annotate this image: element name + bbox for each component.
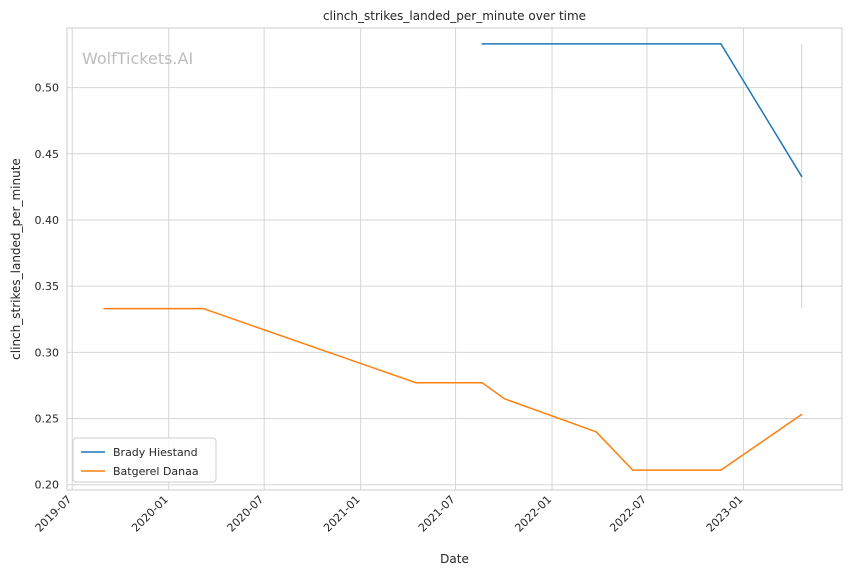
watermark: WolfTickets.AI	[82, 49, 193, 68]
data-point-batgerel-danaa	[720, 469, 722, 471]
y-tick-label: 0.35	[35, 280, 60, 293]
data-point-batgerel-danaa	[481, 381, 484, 384]
y-tick-label: 0.40	[35, 214, 60, 227]
grid	[67, 28, 842, 490]
y-tick-label: 0.45	[35, 148, 60, 161]
data-point-batgerel-danaa	[202, 307, 205, 310]
y-tick-label: 0.30	[35, 346, 60, 359]
data-point-brady-hiestand	[481, 43, 484, 45]
data-point-batgerel-danaa	[595, 430, 597, 433]
y-tick-label: 0.20	[35, 479, 60, 492]
legend: Brady Hiestand Batgerel Danaa	[72, 437, 217, 483]
data-point-batgerel-danaa	[415, 381, 418, 384]
data-point-brady-hiestand	[800, 175, 803, 178]
plot-frame	[66, 27, 843, 491]
y-axis-label: clinch_strikes_landed_per_minute	[9, 158, 23, 360]
x-axis-label: Date	[440, 552, 469, 566]
data-point-batgerel-danaa	[800, 413, 803, 416]
data-point-brady-hiestand	[720, 43, 722, 45]
legend-box	[72, 437, 217, 483]
data-point-batgerel-danaa	[631, 469, 634, 471]
legend-label-batgerel-danaa: Batgerel Danaa	[113, 465, 199, 478]
y-tick-label: 0.50	[35, 82, 60, 95]
chart-title: clinch_strikes_landed_per_minute over ti…	[323, 9, 586, 23]
series-lines	[103, 43, 803, 471]
y-tick-label: 0.25	[35, 413, 60, 426]
y-tick-labels: 0.20 0.25 0.30 0.35 0.40 0.45 0.50	[35, 82, 60, 492]
data-point-batgerel-danaa	[103, 307, 106, 310]
legend-label-brady-hiestand: Brady Hiestand	[113, 446, 198, 459]
data-point-batgerel-danaa	[503, 397, 506, 400]
